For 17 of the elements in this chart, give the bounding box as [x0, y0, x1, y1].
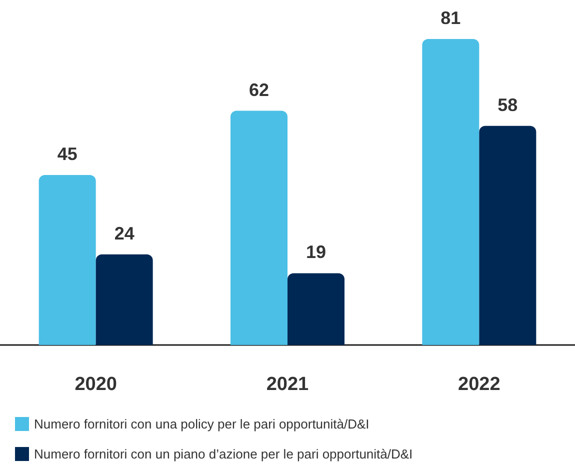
- bar: [96, 254, 153, 345]
- legend-label: Numero fornitori con un piano d’azione per le pari opportunità/D&I: [34, 446, 413, 462]
- data-label: 24: [114, 223, 134, 244]
- data-label: 62: [248, 80, 270, 100]
- data-label: 19: [306, 242, 326, 262]
- legend-label: Numero fornitori con una policy per le pari opportunità/D&I: [34, 416, 370, 432]
- bar: [422, 39, 480, 345]
- x-tick-label: 2022: [458, 374, 500, 395]
- data-label: 58: [498, 94, 518, 115]
- data-label: 45: [57, 144, 78, 164]
- bar: [288, 273, 344, 345]
- x-tick-label: 2020: [74, 374, 117, 395]
- x-tick-label: 2021: [266, 374, 310, 395]
- data-label: 81: [440, 8, 461, 28]
- bar: [38, 175, 96, 345]
- bar: [230, 110, 288, 345]
- bar: [479, 126, 536, 345]
